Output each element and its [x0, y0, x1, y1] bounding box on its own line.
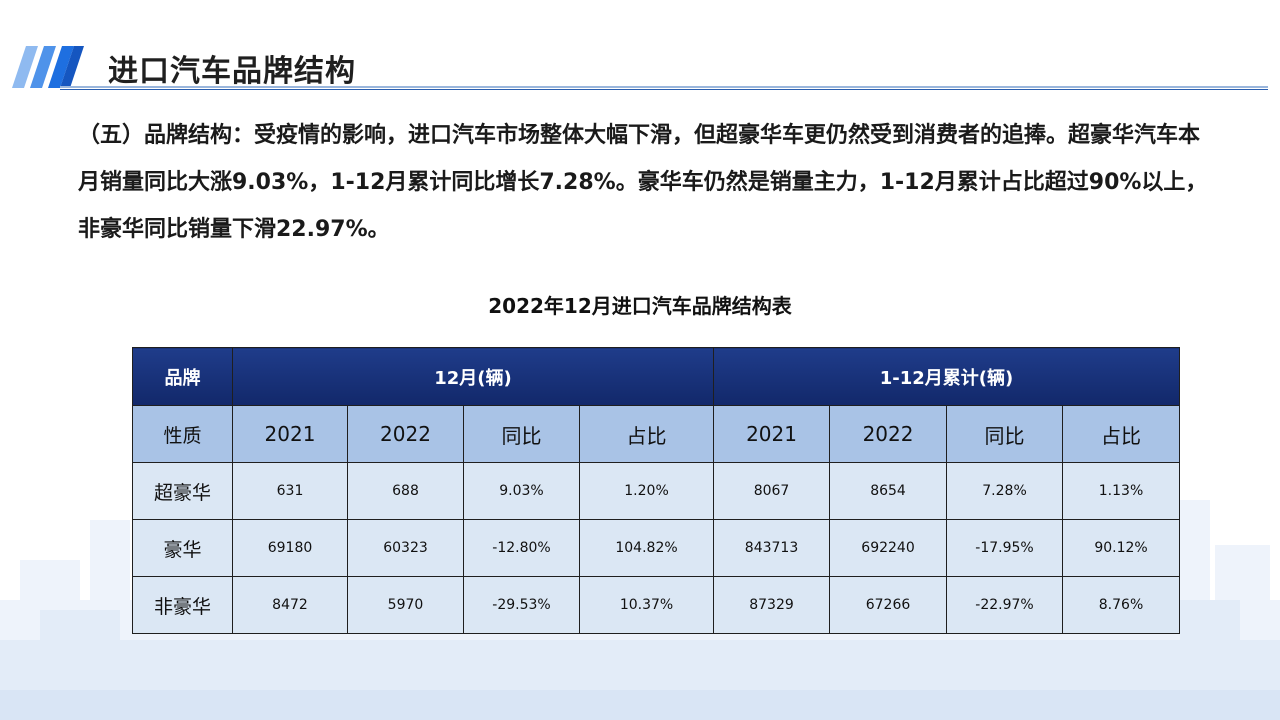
- header-month-group: 12月(辆): [231, 347, 715, 406]
- subheader-cell: 同比: [946, 405, 1064, 463]
- table-cell: 10.37%: [578, 576, 715, 634]
- header-divider: [60, 86, 1268, 88]
- subheader-cell: 占比: [578, 405, 715, 463]
- header-brand: 品牌: [132, 347, 233, 406]
- table-cell: 692240: [829, 519, 948, 577]
- header-cumulative-group: 1-12月累计(辆): [713, 347, 1181, 406]
- row-label: 超豪华: [132, 462, 233, 520]
- diagonal-stripes-icon: [12, 46, 84, 88]
- table-cell: -22.97%: [946, 576, 1064, 634]
- row-label: 非豪华: [132, 576, 233, 634]
- table-cell: 60323: [347, 519, 464, 577]
- table-cell: 5970: [347, 576, 464, 634]
- table-cell: 87329: [713, 576, 831, 634]
- table-cell: 90.12%: [1062, 519, 1181, 577]
- table-cell: 69180: [232, 519, 348, 577]
- table-cell: -29.53%: [463, 576, 580, 634]
- brand-structure-table: 品牌 12月(辆) 1-12月累计(辆) 性质 2021 2022 同比 占比 …: [132, 347, 1181, 634]
- table-cell: 7.28%: [946, 462, 1064, 520]
- table-cell: 843713: [713, 519, 831, 577]
- page-title: 进口汽车品牌结构: [108, 54, 356, 89]
- row-label: 豪华: [132, 519, 233, 577]
- table-cell: -12.80%: [463, 519, 580, 577]
- table-cell: 688: [347, 462, 464, 520]
- subheader-cell: 2021: [713, 405, 831, 463]
- subheader-cell: 同比: [463, 405, 580, 463]
- table-cell: 1.13%: [1062, 462, 1181, 520]
- header-divider-accent: [60, 89, 1268, 90]
- table-caption: 2022年12月进口汽车品牌结构表: [488, 294, 792, 318]
- table-cell: 8654: [829, 462, 948, 520]
- table-cell: 8067: [713, 462, 831, 520]
- subheader-nature: 性质: [132, 405, 233, 463]
- table-cell: -17.95%: [946, 519, 1064, 577]
- table-row: 非豪华 8472 5970 -29.53% 10.37% 87329 67266…: [132, 576, 1181, 634]
- table-cell: 8472: [232, 576, 348, 634]
- table-cell: 631: [232, 462, 348, 520]
- table-cell: 1.20%: [578, 462, 715, 520]
- table-row: 超豪华 631 688 9.03% 1.20% 8067 8654 7.28% …: [132, 462, 1181, 520]
- table-cell: 9.03%: [463, 462, 580, 520]
- subheader-cell: 2022: [347, 405, 464, 463]
- table-cell: 67266: [829, 576, 948, 634]
- table-cell: 104.82%: [578, 519, 715, 577]
- table-subheader-row: 性质 2021 2022 同比 占比 2021 2022 同比 占比: [132, 405, 1181, 463]
- table-row: 豪华 69180 60323 -12.80% 104.82% 843713 69…: [132, 519, 1181, 577]
- subheader-cell: 2022: [829, 405, 948, 463]
- table-header-row: 品牌 12月(辆) 1-12月累计(辆): [132, 347, 1181, 406]
- summary-paragraph: （五）品牌结构：受疫情的影响，进口汽车市场整体大幅下滑，但超豪华车更仍然受到消费…: [78, 123, 1208, 242]
- subheader-cell: 2021: [232, 405, 348, 463]
- subheader-cell: 占比: [1062, 405, 1181, 463]
- table-cell: 8.76%: [1062, 576, 1181, 634]
